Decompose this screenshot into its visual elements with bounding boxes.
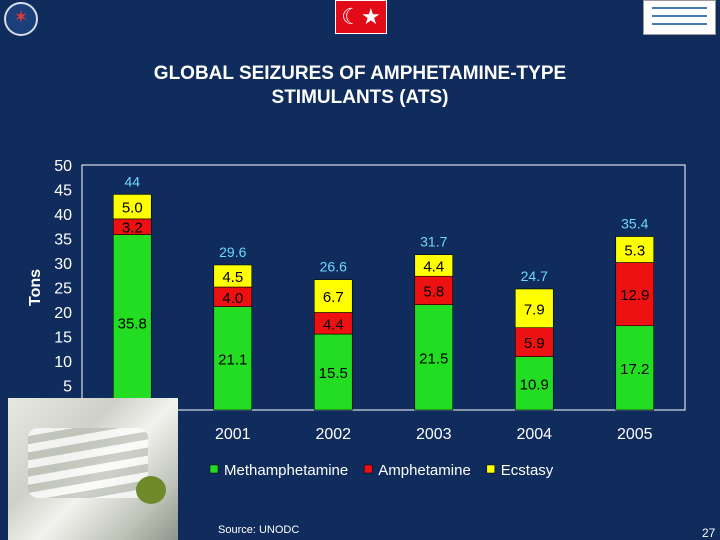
bar-segment-amphetamine — [414, 275, 454, 305]
bar-segment-ecstasy — [514, 288, 554, 328]
segment-value-label: 5.3 — [624, 243, 645, 260]
slide-title-line-2: STIMULANTS (ATS) — [271, 87, 449, 108]
total-value-label: 24.7 — [521, 268, 548, 284]
police-emblem-icon — [4, 2, 38, 36]
bar-segment-methamphetamine — [514, 356, 554, 411]
total-value-label: 44 — [124, 173, 140, 189]
bar-segment-amphetamine — [514, 327, 554, 357]
source-caption: Source: UNODC — [218, 524, 300, 536]
legend-label-methamphetamine: Methamphetamine — [224, 462, 348, 479]
segment-value-label: 21.1 — [218, 351, 247, 368]
segment-value-label: 5.8 — [423, 283, 444, 300]
bar-segment-ecstasy — [615, 236, 655, 263]
y-tick-label: 40 — [54, 207, 72, 224]
segment-value-label: 5.0 — [122, 200, 143, 217]
bar-segment-methamphetamine — [313, 333, 353, 411]
y-axis-label: Tons — [27, 269, 44, 306]
segment-value-label: 4.4 — [323, 316, 344, 333]
segment-value-label: 6.7 — [323, 289, 344, 306]
segment-value-label: 12.9 — [620, 287, 649, 304]
segment-value-label: 17.2 — [620, 361, 649, 378]
segment-value-label: 5.9 — [524, 335, 545, 352]
y-tick-label: 5 — [63, 379, 72, 396]
segment-value-label: 35.8 — [118, 315, 147, 332]
segment-value-label: 7.9 — [524, 301, 545, 318]
bar-segment-amphetamine — [615, 262, 655, 327]
segment-value-label: 15.5 — [319, 365, 348, 382]
x-tick-label: 2001 — [215, 426, 251, 443]
bar-segment-methamphetamine — [615, 325, 655, 411]
legend-swatch-amphetamine — [363, 464, 373, 474]
bar-segment-ecstasy — [112, 194, 152, 220]
seized-drug-packages-photo — [8, 398, 178, 540]
total-value-label: 31.7 — [420, 234, 447, 250]
slide-title: GLOBAL SEIZURES OF AMPHETAMINE-TYPE STIM… — [0, 62, 720, 110]
bar-segment-methamphetamine — [414, 304, 454, 411]
y-tick-label: 10 — [54, 354, 72, 371]
legend-swatch-methamphetamine — [209, 464, 219, 474]
total-value-label: 35.4 — [621, 216, 648, 232]
bar-segment-methamphetamine — [213, 306, 253, 411]
slide-title-line-1: GLOBAL SEIZURES OF AMPHETAMINE-TYPE — [153, 63, 567, 84]
x-tick-label: 2004 — [516, 426, 552, 443]
y-tick-label: 20 — [54, 305, 72, 322]
total-value-label: 26.6 — [320, 259, 347, 275]
legend-swatch-ecstasy — [486, 464, 496, 474]
plot-area — [81, 164, 686, 411]
x-tick-label: 2003 — [416, 426, 452, 443]
y-tick-label: 35 — [54, 232, 72, 249]
segment-value-label: 4.5 — [222, 269, 243, 286]
bar-segment-ecstasy — [414, 254, 454, 277]
total-value-label: 29.6 — [219, 244, 246, 260]
page-number: 27 — [702, 526, 716, 540]
y-tick-label: 50 — [54, 158, 72, 175]
y-tick-label: 15 — [54, 330, 72, 347]
segment-value-label: 4.4 — [423, 258, 444, 275]
segment-value-label: 10.9 — [520, 376, 549, 393]
segment-value-label: 21.5 — [419, 350, 448, 367]
legend-label-amphetamine: Amphetamine — [378, 462, 471, 479]
turkish-flag-icon: ☾★ — [335, 0, 387, 34]
y-tick-label: 30 — [54, 256, 72, 273]
kom-department-logo-icon — [643, 0, 716, 35]
segment-value-label: 3.2 — [122, 220, 143, 237]
legend-label-ecstasy: Ecstasy — [501, 462, 554, 479]
bar-segment-ecstasy — [313, 279, 353, 313]
segment-value-label: 4.0 — [222, 290, 243, 307]
y-tick-label: 45 — [54, 183, 72, 200]
x-tick-label: 2002 — [315, 426, 351, 443]
y-tick-label: 25 — [54, 281, 72, 298]
bar-segment-methamphetamine — [112, 234, 152, 411]
x-tick-label: 2005 — [617, 426, 653, 443]
bar-segment-ecstasy — [213, 264, 253, 288]
